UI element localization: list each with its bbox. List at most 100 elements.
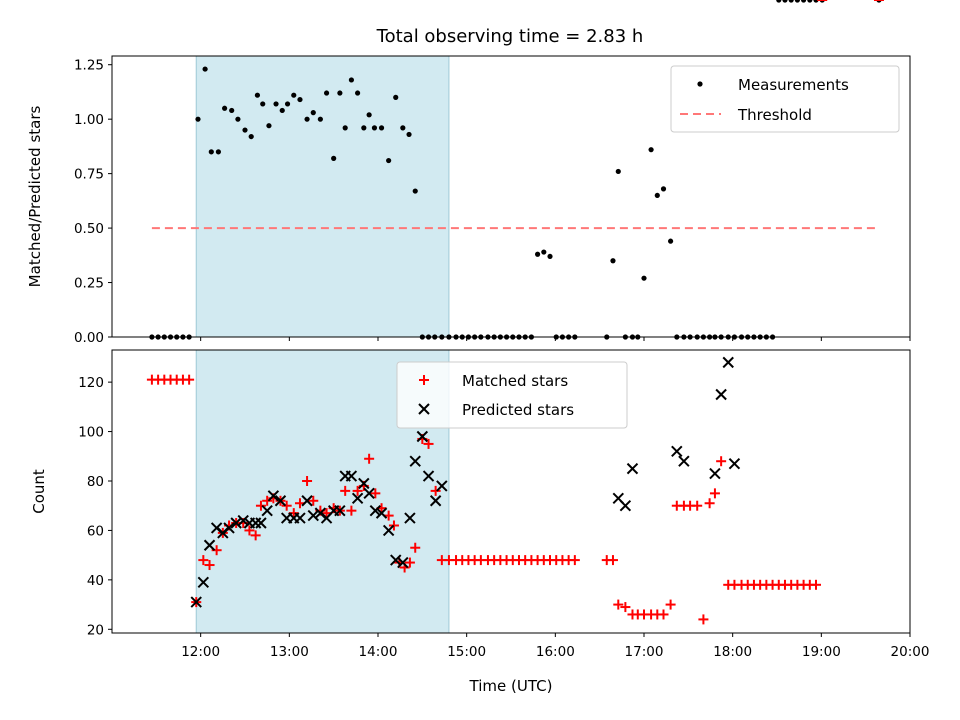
predicted-point	[237, 514, 249, 527]
y-tick-label: 0.50	[74, 221, 104, 237]
measurement-point	[215, 149, 221, 155]
measurement-point	[297, 96, 303, 103]
predicted-point	[728, 457, 741, 470]
predicted-point	[715, 388, 727, 401]
matched-point	[244, 525, 255, 536]
measurement-point	[279, 107, 285, 114]
predicted-point	[382, 524, 395, 537]
x-tick-label: 16:00	[536, 644, 575, 660]
matched-point	[430, 485, 441, 496]
matched-point	[709, 488, 720, 499]
predicted-point	[375, 507, 388, 519]
y-tick-label: 0.75	[74, 167, 104, 183]
measurement-point	[371, 125, 378, 131]
y-tick-label: 60	[87, 523, 104, 539]
predicted-points	[190, 356, 741, 608]
predicted-point	[397, 556, 409, 569]
matched-point	[716, 456, 727, 467]
predicted-point	[409, 455, 421, 467]
predicted-point	[363, 487, 375, 500]
y-tick-label: 120	[78, 375, 104, 391]
measurement-point	[386, 157, 392, 164]
y-ticks: 20 40 60 80 100 120	[78, 375, 112, 638]
predicted-point	[307, 509, 319, 522]
measurement-point	[412, 188, 418, 194]
matched-point	[302, 475, 313, 486]
matched-point	[198, 555, 209, 566]
legend-label-predicted: Predicted stars	[462, 401, 574, 419]
predicted-point	[334, 504, 346, 517]
legend-marker-measurements	[697, 81, 703, 87]
measurement-point	[342, 125, 348, 131]
measurement-points	[149, 0, 882, 340]
measurement-point	[291, 92, 297, 98]
matched-point	[370, 488, 381, 499]
measurement-point	[660, 186, 667, 192]
predicted-point	[358, 477, 370, 490]
y-axis-label: Matched/Predicted stars	[26, 106, 44, 288]
measurement-point	[668, 238, 674, 244]
matched-point	[404, 557, 415, 568]
matched-point	[340, 485, 351, 496]
measurement-point	[393, 94, 399, 100]
predicted-point	[619, 500, 632, 512]
measurement-point	[254, 92, 261, 98]
axes-frame	[111, 55, 911, 338]
matched-point	[346, 505, 357, 516]
measurement-point	[654, 192, 660, 199]
matched-point	[281, 500, 292, 511]
measurement-point	[222, 105, 228, 111]
measurement-point	[242, 127, 248, 133]
predicted-point	[722, 356, 734, 369]
measurement-point	[535, 251, 541, 257]
legend-label-measurements: Measurements	[738, 76, 849, 94]
measurement-point	[248, 133, 254, 140]
measurement-point	[378, 125, 385, 131]
predicted-point	[404, 512, 416, 524]
predicted-point	[267, 490, 280, 502]
measurement-point	[788, 0, 794, 3]
measurement-point	[541, 249, 547, 255]
measurement-point	[235, 116, 241, 122]
predicted-point	[261, 504, 273, 517]
predicted-point	[369, 504, 382, 517]
measurement-point	[310, 110, 316, 116]
measurement-point	[794, 0, 800, 3]
matched-point	[665, 599, 676, 610]
x-tick-label: 14:00	[359, 644, 398, 660]
y-tick-label: 100	[78, 425, 104, 441]
measurement-point	[615, 168, 621, 175]
measurement-point	[229, 107, 235, 114]
measurement-point	[304, 116, 310, 122]
highlight-span	[195, 55, 450, 338]
predicted-point	[255, 517, 267, 529]
legend-box	[396, 361, 628, 429]
predicted-point	[230, 517, 242, 529]
predicted-point	[203, 539, 216, 551]
y-tick-label: 40	[87, 573, 104, 589]
x-tick-label: 19:00	[802, 644, 841, 660]
measurement-point	[361, 125, 367, 131]
matched-point	[262, 495, 273, 506]
measurement-point	[648, 147, 654, 153]
matched-point	[364, 453, 375, 464]
matched-point	[620, 602, 631, 613]
measurement-point	[195, 116, 201, 122]
legend: Matched stars Predicted stars	[396, 361, 628, 429]
x-tick-label: 20:00	[891, 644, 930, 660]
y-tick-label: 80	[87, 474, 104, 490]
count-panel: 20 40 60 80 100 120 12:00 13:00 14:00 15:00 16:00…	[30, 0, 929, 695]
x-tick-label: 17:00	[625, 644, 664, 660]
measurement-point	[202, 66, 208, 72]
matched-point	[811, 579, 822, 590]
legend: Measurements Threshold	[670, 65, 900, 133]
y-axis-label: Count	[30, 469, 48, 514]
x-ticks: 12:00 13:00 14:00 15:00 16:00 17:00 18:00 19:00…	[181, 633, 929, 660]
legend-box	[670, 65, 900, 133]
matched-point	[613, 599, 624, 610]
matched-point	[607, 555, 618, 566]
measurement-point	[273, 101, 279, 107]
legend-label-matched: Matched stars	[462, 372, 568, 390]
measurement-point	[610, 258, 616, 264]
